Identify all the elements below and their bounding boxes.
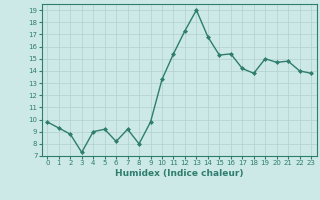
X-axis label: Humidex (Indice chaleur): Humidex (Indice chaleur) [115,169,244,178]
